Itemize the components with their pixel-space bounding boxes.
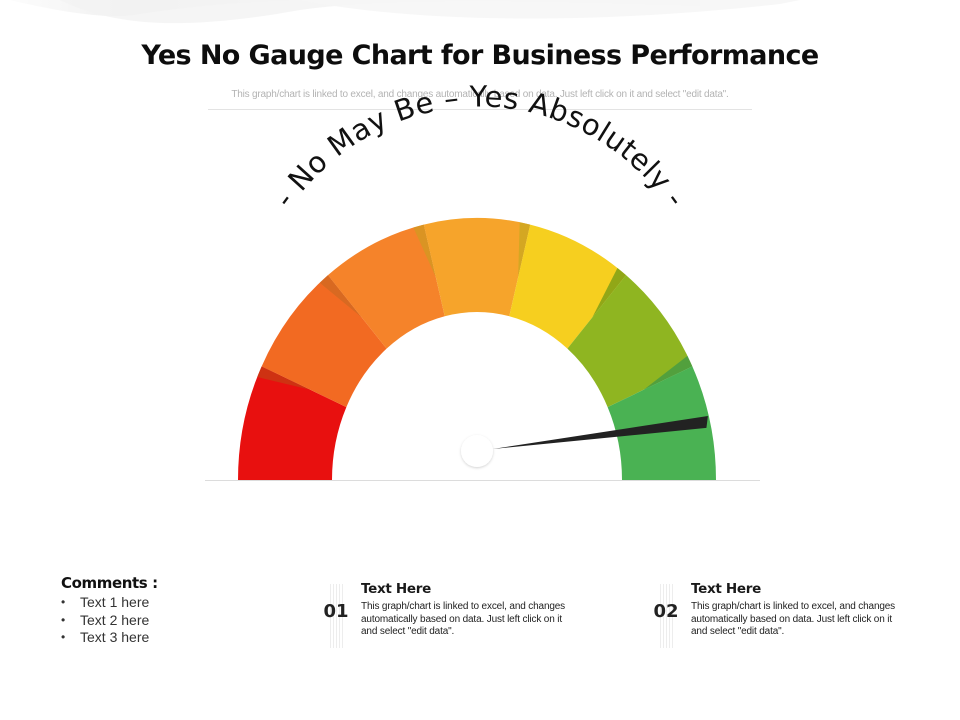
gauge-hub bbox=[461, 435, 493, 467]
gauge-segment-3 bbox=[327, 224, 445, 349]
page-title: Yes No Gauge Chart for Business Performa… bbox=[141, 40, 819, 71]
gauge-segment-shade bbox=[319, 275, 362, 318]
gauge-needle bbox=[492, 415, 708, 449]
card-body: This graph/chart is linked to excel, and… bbox=[361, 601, 566, 638]
gauge-segment-shade bbox=[592, 268, 627, 318]
comments-section: Comments : Text 1 here Text 2 here Text … bbox=[61, 574, 158, 647]
gauge-segment-2 bbox=[261, 275, 387, 408]
title-divider bbox=[208, 109, 752, 110]
comment-item: Text 3 here bbox=[61, 629, 158, 647]
card-heading: Text Here bbox=[691, 581, 762, 597]
card-number: 01 bbox=[323, 601, 349, 622]
card-heading: Text Here bbox=[361, 581, 432, 597]
comments-list: Text 1 here Text 2 here Text 3 here bbox=[61, 594, 158, 647]
gauge-segment-shade bbox=[257, 366, 311, 390]
card-stripes-decoration bbox=[330, 584, 344, 648]
gauge-arc-label: - No May Be – Yes Absolutely - bbox=[267, 79, 693, 213]
gauge-segment-shade bbox=[518, 222, 531, 278]
card-number: 02 bbox=[653, 601, 679, 622]
card-stripes-decoration bbox=[660, 584, 674, 648]
comment-item: Text 2 here bbox=[61, 612, 158, 630]
gauge-segment-6 bbox=[567, 275, 693, 408]
gauge-segment-shade bbox=[413, 224, 436, 278]
gauge-segment-5 bbox=[509, 224, 627, 349]
gauge-segment-shade bbox=[643, 355, 693, 390]
gauge-segment-1 bbox=[238, 366, 347, 480]
page-subtitle: This graph/chart is linked to excel, and… bbox=[231, 89, 729, 100]
card-body: This graph/chart is linked to excel, and… bbox=[691, 601, 896, 638]
info-card-02: 02 Text Here This graph/chart is linked … bbox=[630, 580, 895, 648]
info-card-01: 01 Text Here This graph/chart is linked … bbox=[300, 580, 565, 648]
comment-item: Text 1 here bbox=[61, 594, 158, 612]
gauge-segment-4 bbox=[423, 218, 531, 317]
gauge-segments bbox=[238, 218, 716, 480]
comments-heading: Comments : bbox=[61, 574, 158, 592]
